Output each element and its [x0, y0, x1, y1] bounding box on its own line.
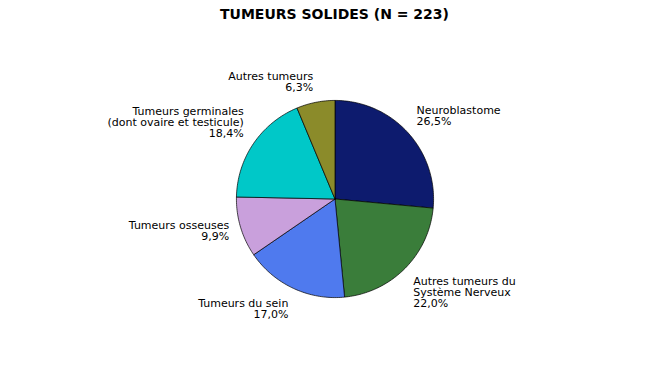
svg-text:Tumeurs germinales(dont ovaire: Tumeurs germinales(dont ovaire et testic…	[107, 105, 244, 140]
svg-text:Autres tumeurs duSystème Nerve: Autres tumeurs duSystème Nerveux22,0%	[413, 275, 516, 310]
svg-text:Autres tumeurs6,3%: Autres tumeurs6,3%	[228, 70, 313, 94]
svg-text:Tumeurs du sein17,0%: Tumeurs du sein17,0%	[197, 297, 288, 321]
svg-text:Tumeurs osseuses9,9%: Tumeurs osseuses9,9%	[128, 219, 230, 243]
html-text:TUMEURS SOLIDES (N = 223): TUMEURS SOLIDES (N = 223)	[220, 6, 449, 22]
svg-text:Neuroblastome26,5%: Neuroblastome26,5%	[417, 104, 501, 128]
